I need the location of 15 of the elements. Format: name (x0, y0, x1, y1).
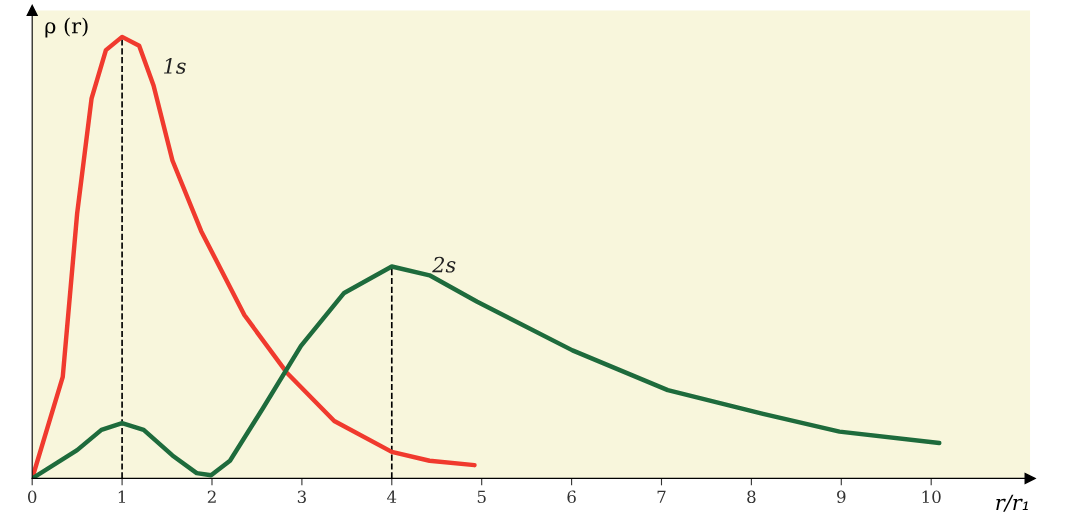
x-tick-label: 7 (657, 490, 666, 503)
x-tick-label: 10 (922, 490, 941, 504)
x-tick-label: 5 (477, 490, 486, 504)
x-tick-label: 2 (207, 490, 216, 503)
x-tick-label: 1 (118, 490, 126, 503)
x-tick-label: 4 (387, 490, 397, 503)
x-tick-label: 3 (297, 490, 306, 504)
x-tick-label: 8 (747, 490, 756, 504)
x-tick-label: 9 (837, 490, 846, 504)
x-axis-title: r/r₁ (996, 494, 1028, 512)
y-axis-title: ρ (r) (45, 17, 88, 38)
series-label: 1s (164, 58, 186, 74)
x-tick-label: 0 (27, 490, 37, 504)
x-tick-label: 6 (567, 490, 576, 504)
series-label: 2s (432, 256, 456, 273)
